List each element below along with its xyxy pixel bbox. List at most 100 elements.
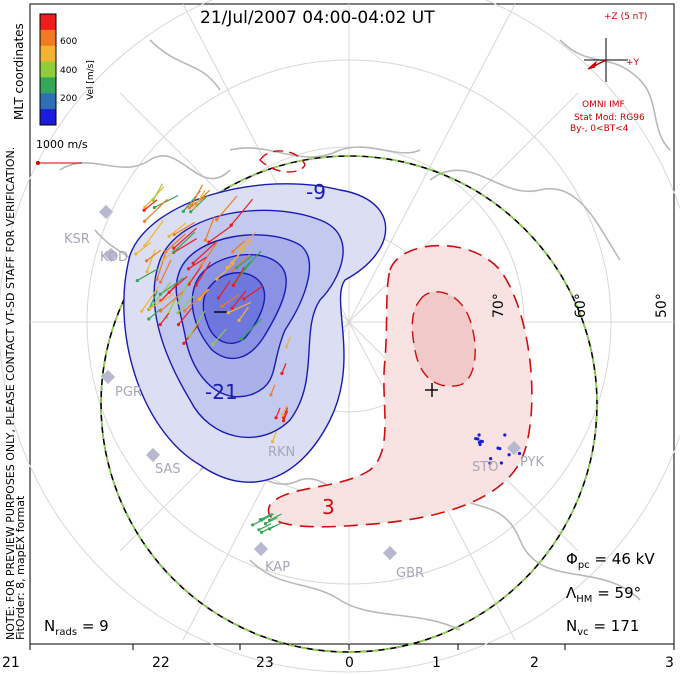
velocity-vector bbox=[217, 280, 231, 299]
velocity-vector-origin bbox=[176, 322, 181, 327]
radar-label-pgr: PGR bbox=[115, 385, 142, 400]
velocity-vector-dawn-origin bbox=[507, 453, 511, 457]
velocity-vector bbox=[212, 328, 227, 345]
velocity-vector-south-origin bbox=[251, 523, 255, 527]
velocity-vector-origin bbox=[187, 206, 191, 210]
velocity-vector-origin bbox=[188, 334, 192, 338]
stat-nvc: Nvc = 171 bbox=[566, 617, 640, 638]
velocity-vector bbox=[241, 318, 262, 340]
velocity-vector bbox=[159, 277, 184, 295]
velocity-vector bbox=[188, 266, 202, 285]
colorbar-tick-200: 200 bbox=[60, 94, 78, 104]
velocity-vector-origin bbox=[155, 277, 159, 281]
velocity-vector-origin bbox=[230, 260, 235, 264]
velocity-vector-south bbox=[269, 522, 282, 530]
colorbar-tick-400: 400 bbox=[60, 66, 78, 76]
radar-label-gbr: GBR bbox=[396, 566, 425, 581]
imf-condition: By-, 0<BT<4 bbox=[570, 124, 629, 134]
velocity-vector bbox=[178, 307, 193, 325]
velocity-vector-south bbox=[258, 523, 272, 531]
velocity-vector bbox=[165, 233, 186, 253]
velocity-vector bbox=[216, 262, 235, 280]
mlt-tick-2: 2 bbox=[530, 655, 539, 671]
velocity-vector bbox=[192, 242, 216, 264]
velocity-vector-midnight bbox=[285, 336, 292, 347]
velocity-vector-origin bbox=[237, 318, 241, 322]
velocity-vector-origin bbox=[231, 250, 235, 254]
velocity-vector-dawn-origin bbox=[503, 433, 507, 437]
velocity-vector-origin bbox=[239, 337, 244, 341]
velocity-vector-dawn-origin bbox=[477, 433, 481, 437]
velocity-vector-origin bbox=[235, 265, 239, 270]
velocity-vector-midnight bbox=[275, 407, 281, 419]
velocity-vector bbox=[154, 195, 179, 209]
mlt-tick-0: 0 bbox=[345, 655, 354, 671]
velocity-vector bbox=[193, 189, 206, 209]
velocity-vector-origin bbox=[203, 238, 207, 242]
stat-lambda-hm: ΛHM = 59° bbox=[566, 584, 642, 605]
velocity-vector-midnight bbox=[281, 363, 287, 374]
velocity-vector-south bbox=[265, 517, 278, 525]
velocity-vector bbox=[239, 231, 257, 250]
velocity-vector-dawn-origin bbox=[489, 456, 493, 461]
velocity-vector-south-origin bbox=[259, 530, 264, 534]
velocity-vector bbox=[146, 249, 162, 262]
velocity-vector-dawn-origin bbox=[488, 461, 492, 465]
velocity-vector bbox=[191, 184, 204, 206]
velocity-vector-origin bbox=[172, 246, 176, 250]
velocity-vector-origin bbox=[189, 210, 193, 214]
radar-label-rkn: RKN bbox=[268, 445, 296, 460]
velocity-vector-origin bbox=[144, 259, 149, 263]
velocity-colorbar bbox=[39, 13, 57, 126]
velocity-vector bbox=[195, 261, 211, 286]
velocity-vector bbox=[221, 293, 240, 307]
hm-boundary-dash bbox=[100, 155, 598, 653]
velocity-vector-origin bbox=[148, 306, 152, 311]
velocity-vector bbox=[177, 295, 195, 314]
contour-label-3: 3 bbox=[322, 495, 335, 519]
velocity-vector bbox=[199, 288, 210, 300]
velocity-vector bbox=[184, 288, 208, 312]
velocity-vector bbox=[148, 308, 162, 320]
lat-label-60: 60° bbox=[573, 293, 589, 318]
velocity-vector-origin bbox=[160, 258, 165, 262]
fit-order-note: FitOrder: 8, mapEX format bbox=[14, 495, 27, 640]
velocity-vector bbox=[152, 183, 164, 201]
velocity-vector-origin bbox=[229, 223, 233, 227]
stat-nrads: Nrads = 9 bbox=[44, 617, 109, 638]
velocity-vector bbox=[156, 253, 166, 280]
velocity-vector-origin bbox=[172, 250, 176, 254]
velocity-vector-origin bbox=[143, 244, 147, 248]
velocity-vector-origin bbox=[242, 297, 246, 301]
reference-vector bbox=[36, 161, 82, 165]
velocity-vector-origin bbox=[215, 277, 219, 281]
colorbar-title: Vel [m/s] bbox=[86, 60, 96, 100]
velocity-vector-dawn-origin bbox=[517, 451, 522, 456]
velocity-vector-midnight bbox=[271, 431, 278, 442]
velocity-vector-midnight-origin bbox=[281, 415, 286, 420]
imf-clock bbox=[584, 38, 628, 82]
velocity-vector bbox=[144, 220, 164, 247]
velocity-vector-south-origin bbox=[258, 517, 263, 522]
velocity-vector-midnight bbox=[282, 404, 288, 416]
velocity-vectors bbox=[134, 183, 522, 534]
velocity-vector-origin bbox=[192, 206, 197, 210]
velocity-vector bbox=[168, 222, 187, 237]
velocity-vector-south bbox=[260, 512, 273, 521]
velocity-vector-origin bbox=[140, 309, 144, 313]
velocity-vector-origin bbox=[194, 283, 198, 287]
velocity-vector-midnight-origin bbox=[269, 393, 273, 397]
imf-model: Stat Mod: RG96 bbox=[574, 113, 645, 123]
velocity-vector-origin bbox=[164, 250, 168, 254]
radar-label-kap: KAP bbox=[265, 560, 291, 575]
velocity-vector-origin bbox=[167, 290, 171, 294]
velocity-vector bbox=[160, 259, 172, 283]
velocity-vector bbox=[146, 249, 156, 272]
velocity-vector bbox=[168, 275, 188, 293]
velocity-vector-origin bbox=[167, 234, 171, 239]
velocity-vector-origin bbox=[176, 310, 180, 315]
velocity-vector bbox=[231, 239, 253, 263]
velocity-vector-origin bbox=[191, 261, 195, 265]
velocity-vector bbox=[159, 312, 170, 325]
x-axis-ticks bbox=[29, 644, 675, 650]
